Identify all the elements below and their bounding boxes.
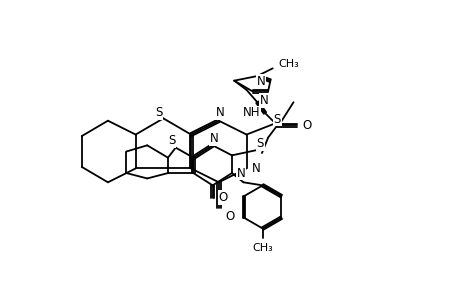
Text: N: N: [251, 162, 260, 175]
Text: O: O: [224, 210, 234, 223]
Text: O: O: [218, 191, 228, 204]
Text: S: S: [256, 137, 263, 150]
Text: N: N: [256, 75, 265, 88]
Text: N: N: [236, 167, 245, 180]
Text: N: N: [259, 94, 268, 107]
Text: CH₃: CH₃: [278, 59, 299, 69]
Text: NH: NH: [242, 106, 259, 119]
Text: N: N: [216, 106, 224, 119]
Text: S: S: [273, 113, 280, 126]
Text: O: O: [301, 119, 311, 132]
Text: S: S: [168, 134, 175, 147]
Text: S: S: [155, 106, 162, 119]
Text: CH₃: CH₃: [252, 243, 273, 253]
Text: N: N: [209, 132, 218, 145]
